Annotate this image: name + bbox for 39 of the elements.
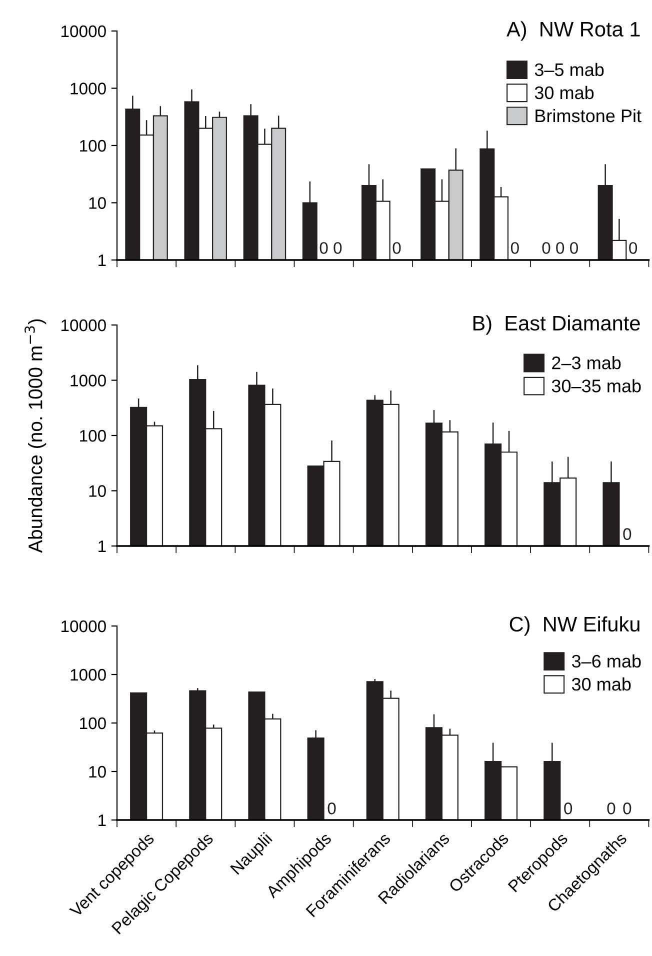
- chart-title: A) NW Rota 1: [506, 21, 640, 41]
- y-tick-label: 1000: [70, 374, 106, 386]
- legend-label: Brimstone Pit: [536, 108, 642, 122]
- text: 0: [510, 242, 519, 254]
- y-tick-label: 10000: [62, 620, 106, 632]
- y-tick-label: 10000: [62, 25, 106, 38]
- y-tick-label: 1000: [70, 668, 106, 681]
- text: 0: [629, 242, 638, 254]
- y-tick-label: 1: [98, 814, 106, 826]
- y-tick-label: 10: [89, 197, 106, 209]
- legend-label: 30–35 mab: [552, 379, 641, 392]
- text: 0: [334, 242, 342, 254]
- y-tick-label: 1: [98, 254, 106, 266]
- text: 0: [623, 802, 632, 814]
- y-tick-label: 10: [89, 485, 106, 497]
- text: 0: [392, 242, 401, 254]
- legend-label: 30 mab: [572, 677, 631, 691]
- text: 0: [607, 802, 616, 814]
- text: 0: [556, 242, 564, 254]
- y-tick-label: 100: [80, 140, 106, 152]
- y-tick-label: 1000: [70, 82, 106, 94]
- y-tick-label: 10: [89, 766, 106, 778]
- text: 0: [328, 802, 336, 814]
- legend-label: 3–5 mab: [534, 62, 604, 76]
- legend-label: 30 mab: [534, 86, 594, 100]
- y-tick-label: 10000: [62, 319, 106, 332]
- legend-label: 2–3 mab: [552, 356, 621, 370]
- legend-label: 3–6 mab: [572, 654, 641, 668]
- text: 0: [320, 242, 328, 254]
- chart-title: C) NW Eifuku: [510, 616, 640, 636]
- text: 0: [623, 528, 632, 540]
- y-axis-title: Abundance (no. 1000 m$^{−3}$): [24, 319, 46, 553]
- chart-title: B) East Diamante: [473, 315, 640, 335]
- text: 0: [564, 802, 572, 814]
- y-tick-label: 100: [80, 430, 106, 442]
- text: 0: [570, 242, 578, 254]
- y-tick-label: 1: [98, 540, 106, 552]
- y-tick-label: 100: [80, 717, 106, 730]
- text: 0: [542, 242, 550, 254]
